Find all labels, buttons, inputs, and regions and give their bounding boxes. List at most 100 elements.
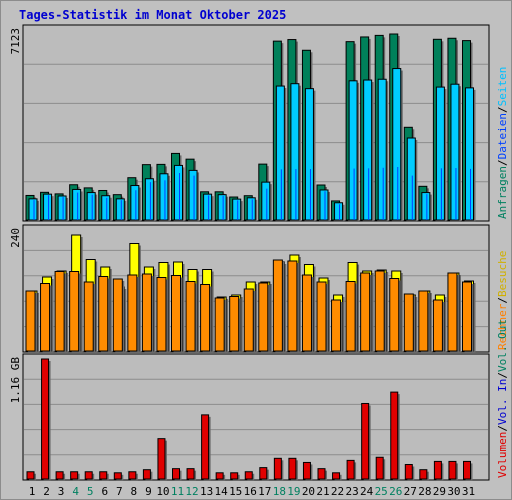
x-tick-label: 2 [43, 485, 50, 498]
seiten-bar [290, 83, 300, 221]
seiten-bar [246, 197, 256, 221]
volumen-bar [404, 464, 413, 480]
seiten-bar [115, 198, 125, 221]
volumen-bar [70, 471, 79, 480]
x-tick-label: 17 [258, 485, 271, 498]
volumen-bar [26, 471, 35, 480]
x-tick-label: 22 [331, 485, 344, 498]
rechner-bar [112, 278, 123, 352]
x-tick-label: 16 [244, 485, 257, 498]
rechner-bar [141, 273, 152, 352]
rechner-bar [345, 281, 356, 352]
x-tick-label: 27 [404, 485, 417, 498]
rechner-bar [185, 281, 196, 352]
x-tick-label: 28 [418, 485, 431, 498]
volumen-bar [433, 460, 442, 480]
seiten-bar [304, 88, 314, 221]
rechner-bar [98, 276, 109, 352]
x-tick-label: 3 [58, 485, 65, 498]
seiten-bar [43, 193, 53, 221]
volumen-bar [230, 472, 239, 480]
seiten-bar [203, 193, 213, 221]
seiten-bar [174, 164, 183, 221]
seiten-bar [450, 83, 460, 221]
seiten-bar [275, 85, 285, 221]
volumen-bar [273, 457, 282, 480]
x-tick-label: 25 [375, 485, 388, 498]
seiten-bar [465, 87, 474, 221]
volumen-bar [41, 358, 50, 480]
x-tick-label: 26 [389, 485, 402, 498]
legend-item: Vol. Out [496, 319, 509, 372]
rechner-bar [374, 270, 385, 352]
volumen-bar [157, 438, 166, 480]
rechner-bar [272, 259, 283, 352]
seiten-bar [72, 188, 82, 221]
seiten-bar [435, 86, 445, 221]
legend-middle: Rechner/Besuche [496, 251, 509, 350]
rechner-bar [229, 296, 240, 352]
x-tick-label: 8 [131, 485, 138, 498]
rechner-bar [403, 293, 414, 352]
volumen-bar [201, 414, 210, 480]
volumen-bar [172, 468, 180, 480]
seiten-bar [86, 192, 96, 221]
seiten-bar [144, 178, 154, 221]
rechner-bar [447, 272, 458, 352]
seiten-bar [261, 181, 271, 221]
x-tick-label: 29 [433, 485, 446, 498]
volumen-bar [463, 460, 471, 480]
seiten-bar [130, 185, 140, 221]
rechner-bar [127, 274, 138, 352]
volumen-bar [288, 457, 297, 480]
legend-item: Volumen [496, 432, 509, 478]
seiten-bar [392, 68, 402, 221]
rechner-bar [258, 282, 269, 352]
seiten-bar [363, 79, 373, 221]
x-tick-label: 31 [462, 485, 475, 498]
rechner-bar [389, 278, 400, 352]
x-tick-label: 24 [360, 485, 374, 498]
x-tick-label: 13 [200, 485, 213, 498]
volumen-bar [390, 391, 399, 480]
legend-item: Besuche [496, 251, 509, 297]
volumen-bar [375, 456, 384, 480]
seiten-bar [217, 194, 227, 221]
x-tick-label: 20 [302, 485, 315, 498]
rechner-bar [25, 290, 36, 352]
volumen-bar [259, 467, 268, 480]
x-tick-label: 19 [287, 485, 300, 498]
x-tick-label: 11 [171, 485, 184, 498]
volumen-bar [84, 471, 93, 480]
legend-item: Seiten [496, 67, 509, 107]
volumen-bar [128, 471, 137, 480]
rechner-bar [316, 281, 327, 352]
volumen-bar [244, 471, 253, 480]
volumen-bar [113, 472, 122, 480]
seiten-bar [188, 169, 198, 221]
rechner-bar [301, 274, 312, 352]
x-tick-label: 14 [215, 485, 229, 498]
y-max-label: 1.16 GB [9, 357, 22, 404]
rechner-bar [214, 297, 225, 352]
legend-separator: / [496, 106, 509, 113]
seiten-bar [348, 80, 358, 221]
x-tick-label: 23 [345, 485, 358, 498]
legend-separator: / [496, 159, 509, 166]
seiten-bar [57, 195, 67, 221]
y-max-label: 240 [9, 228, 22, 248]
legend-top: Anfragen/Dateien/Seiten [496, 67, 509, 219]
rechner-bar [418, 290, 429, 352]
legend-item: Rechner [496, 303, 509, 350]
rechner-bar [360, 272, 371, 352]
volumen-bar [361, 402, 370, 480]
legend-item: Anfragen [496, 166, 509, 219]
x-tick-label: 5 [87, 485, 94, 498]
legend-separator: / [496, 372, 509, 379]
volumen-bar [419, 469, 428, 480]
rechner-bar [287, 260, 298, 352]
seiten-bar [101, 195, 111, 221]
x-tick-label: 12 [185, 485, 198, 498]
